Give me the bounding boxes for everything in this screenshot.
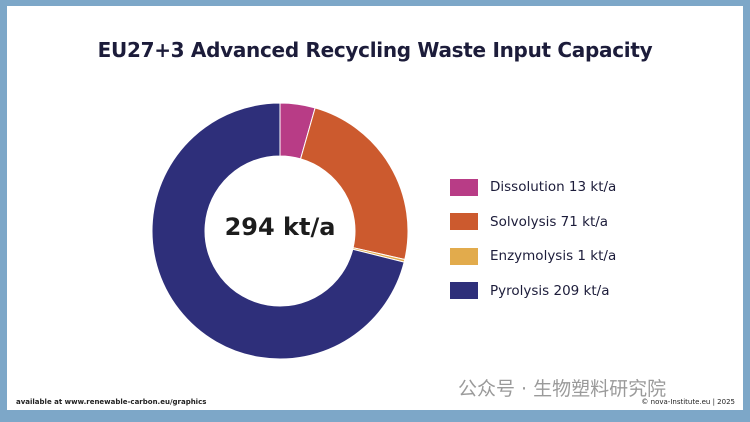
chart-title: EU27+3 Advanced Recycling Waste Input Ca… xyxy=(97,38,653,62)
legend-swatch xyxy=(450,213,478,231)
legend-swatch xyxy=(450,178,478,196)
center-total-label: 294 kt/a xyxy=(224,213,336,241)
legend: Dissolution 13 kt/a Solvolysis 71 kt/a E… xyxy=(450,170,616,308)
legend-label: Dissolution 13 kt/a xyxy=(490,179,617,196)
watermark: 公众号 · 生物塑料研究院 xyxy=(458,378,667,400)
credit-note: © nova-Institute.eu | 2025 xyxy=(641,398,735,406)
legend-label: Pyrolysis 209 kt/a xyxy=(490,282,610,299)
legend-item-solvolysis: Solvolysis 71 kt/a xyxy=(450,205,616,240)
legend-label: Enzymolysis 1 kt/a xyxy=(490,248,617,265)
slice-solvolysis xyxy=(299,107,409,261)
legend-label: Solvolysis 71 kt/a xyxy=(490,213,609,230)
legend-item-pyrolysis: Pyrolysis 209 kt/a xyxy=(450,274,616,309)
source-note: available at www.renewable-carbon.eu/gra… xyxy=(16,398,207,406)
legend-swatch xyxy=(450,282,478,300)
legend-item-enzymolysis: Enzymolysis 1 kt/a xyxy=(450,239,616,274)
slice-pyrolysis xyxy=(151,102,405,360)
legend-swatch xyxy=(450,247,478,265)
legend-item-dissolution: Dissolution 13 kt/a xyxy=(450,170,616,205)
